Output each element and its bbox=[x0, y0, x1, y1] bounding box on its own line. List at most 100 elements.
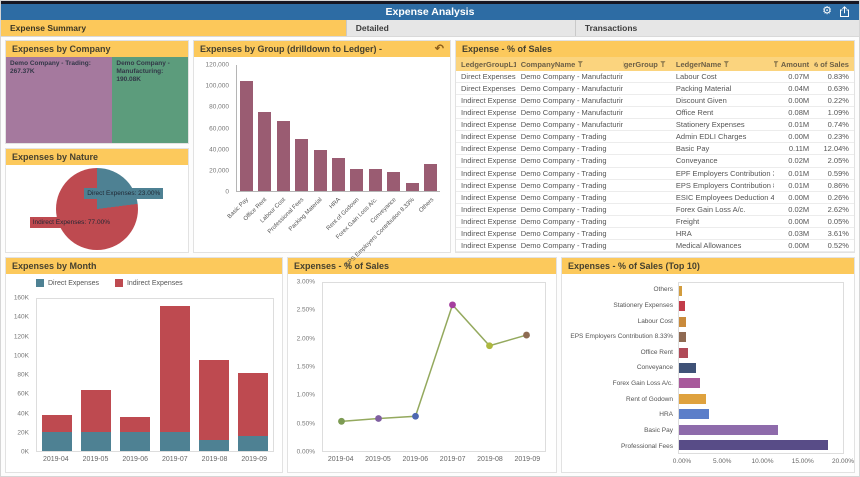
company-treemap-chart: Demo Company - Trading: 267.37K Demo Comp… bbox=[6, 57, 188, 143]
bar[interactable] bbox=[424, 163, 438, 191]
bar[interactable] bbox=[313, 150, 327, 191]
x-label: Others bbox=[418, 197, 435, 214]
bar[interactable] bbox=[405, 182, 419, 191]
table-cell: Demo Company - Manufacturing bbox=[520, 108, 624, 118]
tab-transactions[interactable]: Transactions bbox=[575, 20, 859, 36]
tab-expense-summary[interactable]: Expense Summary bbox=[1, 20, 347, 36]
bar[interactable] bbox=[258, 112, 272, 191]
bar[interactable] bbox=[679, 301, 686, 312]
legend-item: Indirect Expenses bbox=[114, 279, 183, 287]
stacked-bar[interactable] bbox=[120, 417, 151, 451]
data-point[interactable] bbox=[486, 342, 493, 350]
stacked-bar[interactable] bbox=[238, 372, 269, 451]
settings-gear-icon[interactable]: ⚙ bbox=[822, 5, 832, 18]
column-header-ledgergroup[interactable]: LedgerGroup bbox=[623, 60, 671, 69]
table-cell: Indirect Expenses bbox=[461, 120, 516, 130]
table-row[interactable]: Indirect Expenses Demo Company - Trading A… bbox=[456, 131, 854, 144]
table-row[interactable]: Indirect Expenses Demo Company - Trading B… bbox=[456, 143, 854, 156]
bar[interactable] bbox=[679, 316, 686, 327]
bar[interactable] bbox=[679, 285, 682, 296]
bar[interactable] bbox=[679, 440, 829, 451]
bar[interactable] bbox=[679, 332, 687, 343]
x-axis-labels: 2019-04 2019-05 2019-06 2019-07 2019-08 2019-… bbox=[327, 456, 541, 463]
column-header--of-sales[interactable]: % of Sales bbox=[814, 60, 854, 69]
tab-detailed[interactable]: Detailed bbox=[346, 20, 576, 36]
filter-funnel-icon[interactable] bbox=[774, 60, 779, 67]
filter-funnel-icon[interactable] bbox=[659, 60, 666, 67]
table-row[interactable]: Indirect Expenses Demo Company - Manufact… bbox=[456, 95, 854, 108]
bar-segment bbox=[238, 372, 269, 436]
table-cell: Indirect Expenses bbox=[461, 96, 516, 106]
bar-segment bbox=[120, 417, 151, 432]
legend-swatch bbox=[36, 279, 44, 287]
y-axis-labels: 0 20,000 40,000 60,000 80,000 100,000 120,000 bbox=[205, 61, 230, 196]
table-row[interactable]: Indirect Expenses Demo Company - Trading E… bbox=[456, 168, 854, 180]
pie-chart[interactable] bbox=[56, 167, 138, 250]
table-cell: 0.00M bbox=[788, 192, 810, 202]
table-cell: Admin EDLI Charges bbox=[675, 132, 747, 142]
stacked-bar[interactable] bbox=[198, 359, 229, 451]
data-point[interactable] bbox=[523, 331, 530, 339]
table-row[interactable]: Direct Expenses Demo Company - Manufactur… bbox=[456, 83, 854, 96]
bar-segment bbox=[159, 431, 190, 451]
stacked-bar[interactable] bbox=[41, 415, 72, 451]
bar[interactable] bbox=[679, 409, 709, 420]
bar[interactable] bbox=[679, 424, 778, 435]
treemap-tile[interactable]: Demo Company - Trading: 267.37K bbox=[6, 57, 113, 143]
treemap-tile[interactable]: Demo Company - Manufacturing: 190.08K bbox=[112, 57, 188, 143]
table-cell: Freight bbox=[675, 216, 700, 226]
bar[interactable] bbox=[679, 393, 707, 404]
data-point[interactable] bbox=[375, 415, 382, 422]
data-point[interactable] bbox=[412, 412, 419, 420]
data-point[interactable] bbox=[338, 417, 345, 425]
stacked-bar[interactable] bbox=[80, 389, 111, 451]
table-cell: Direct Expenses bbox=[461, 72, 516, 82]
table-cell: 1.09% bbox=[827, 108, 849, 118]
page-title: Expense Analysis bbox=[385, 5, 475, 18]
bar[interactable] bbox=[276, 121, 290, 191]
column-header-ledgergroupl1[interactable]: LedgerGroupL1 bbox=[456, 60, 516, 69]
bar[interactable] bbox=[295, 138, 309, 191]
table-cell: 0.74% bbox=[827, 120, 849, 130]
table-row[interactable]: Indirect Expenses Demo Company - Trading E… bbox=[456, 180, 854, 192]
table-cell: EPF Employers Contribution 3.67% bbox=[675, 168, 774, 178]
table-row[interactable]: Indirect Expenses Demo Company - Trading M… bbox=[456, 240, 854, 252]
table-cell: Indirect Expenses bbox=[461, 240, 516, 250]
filter-funnel-icon[interactable] bbox=[577, 60, 584, 67]
bar[interactable] bbox=[679, 347, 688, 358]
table-cell: 0.63% bbox=[827, 84, 849, 94]
table-row[interactable]: Indirect Expenses Demo Company - Manufact… bbox=[456, 107, 854, 120]
panel-title: Expenses - % of Sales bbox=[294, 261, 390, 271]
export-share-icon[interactable] bbox=[839, 5, 850, 18]
table-row[interactable]: Indirect Expenses Demo Company - Trading F… bbox=[456, 216, 854, 228]
bar[interactable] bbox=[679, 362, 696, 373]
table-row[interactable]: Indirect Expenses Demo Company - Manufact… bbox=[456, 119, 854, 132]
column-header-amount[interactable]: Amount bbox=[774, 60, 814, 69]
stacked-bar[interactable] bbox=[159, 305, 190, 451]
table-cell: Packing Material bbox=[675, 84, 732, 94]
bar[interactable] bbox=[368, 169, 382, 191]
table-cell: Indirect Expenses bbox=[461, 228, 516, 238]
table-row[interactable]: Direct Expenses Demo Company - Manufactur… bbox=[456, 71, 854, 84]
bar[interactable] bbox=[387, 171, 401, 191]
table-row[interactable]: Indirect Expenses Demo Company - Trading F… bbox=[456, 204, 854, 216]
data-point[interactable] bbox=[449, 301, 456, 309]
legend-swatch bbox=[114, 279, 123, 287]
table-cell: Indirect Expenses bbox=[461, 132, 516, 142]
column-header-ledgername[interactable]: LedgerName bbox=[671, 60, 774, 69]
bar[interactable] bbox=[679, 378, 701, 389]
filter-funnel-icon[interactable] bbox=[723, 60, 730, 67]
drilldown-undo-icon[interactable]: ↶ bbox=[434, 42, 444, 55]
bar[interactable] bbox=[331, 158, 345, 191]
table-cell: 0.01M bbox=[788, 168, 810, 178]
bar[interactable] bbox=[350, 169, 364, 191]
table-cell: Demo Company - Trading bbox=[520, 132, 607, 142]
bar[interactable] bbox=[239, 80, 253, 191]
table-cell: Demo Company - Trading bbox=[520, 192, 607, 202]
table-row[interactable]: Indirect Expenses Demo Company - Trading E… bbox=[456, 192, 854, 204]
column-header-companyname[interactable]: CompanyName bbox=[516, 60, 623, 69]
x-label: EPS Employers Contribution 8.33% bbox=[345, 197, 417, 269]
bar-segment bbox=[238, 435, 269, 451]
table-row[interactable]: Indirect Expenses Demo Company - Trading H… bbox=[456, 228, 854, 240]
table-row[interactable]: Indirect Expenses Demo Company - Trading C… bbox=[456, 155, 854, 168]
